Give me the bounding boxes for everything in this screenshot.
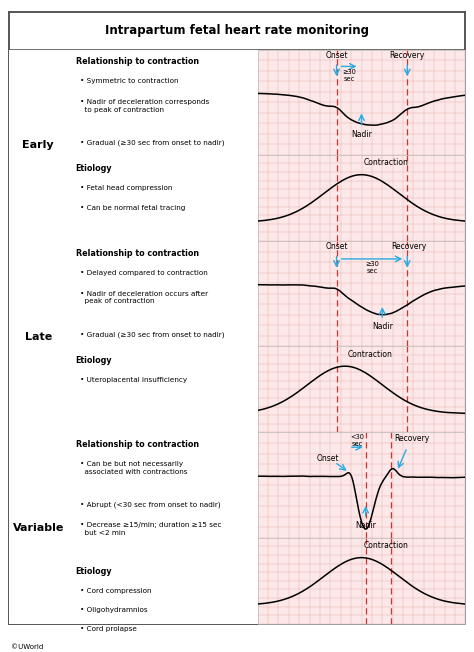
Text: • Uteroplacental insufficiency: • Uteroplacental insufficiency <box>80 377 187 383</box>
Text: <30
sec: <30 sec <box>350 434 365 447</box>
Text: ≥30
sec: ≥30 sec <box>342 68 356 82</box>
Text: Contraction: Contraction <box>364 541 409 550</box>
Text: Intrapartum fetal heart rate monitoring: Intrapartum fetal heart rate monitoring <box>105 24 369 37</box>
Text: • Delayed compared to contraction: • Delayed compared to contraction <box>80 270 208 276</box>
Text: Onset: Onset <box>317 454 339 462</box>
Text: Relationship to contraction: Relationship to contraction <box>75 57 199 67</box>
Text: • Gradual (≥30 sec from onset to nadir): • Gradual (≥30 sec from onset to nadir) <box>80 331 225 338</box>
Text: Etiology: Etiology <box>75 567 112 576</box>
Text: • Gradual (≥30 sec from onset to nadir): • Gradual (≥30 sec from onset to nadir) <box>80 140 225 146</box>
Text: ≥30
sec: ≥30 sec <box>365 261 379 274</box>
Text: Onset: Onset <box>325 242 348 251</box>
Text: • Nadir of deceleration corresponds
  to peak of contraction: • Nadir of deceleration corresponds to p… <box>80 99 210 113</box>
Text: ©UWorld: ©UWorld <box>11 644 43 650</box>
Text: Recovery: Recovery <box>390 51 425 59</box>
Text: Variable: Variable <box>12 523 64 533</box>
Text: Relationship to contraction: Relationship to contraction <box>75 248 199 258</box>
Text: Nadir: Nadir <box>355 521 376 530</box>
Text: Etiology: Etiology <box>75 356 112 365</box>
Text: Nadir: Nadir <box>372 322 393 331</box>
Text: Etiology: Etiology <box>75 164 112 173</box>
Text: Relationship to contraction: Relationship to contraction <box>75 440 199 449</box>
Text: Early: Early <box>22 140 54 151</box>
Text: Recovery: Recovery <box>392 242 427 251</box>
Text: • Cord compression: • Cord compression <box>80 587 152 593</box>
Text: • Decrease ≥15/min; duration ≥15 sec
  but <2 min: • Decrease ≥15/min; duration ≥15 sec but… <box>80 522 222 536</box>
Text: • Can be but not necessarily
  associated with contractions: • Can be but not necessarily associated … <box>80 461 188 475</box>
Text: Onset: Onset <box>325 51 348 59</box>
Text: • Oligohydramnios: • Oligohydramnios <box>80 607 148 613</box>
Text: Contraction: Contraction <box>347 349 392 359</box>
Text: • Symmetric to contraction: • Symmetric to contraction <box>80 78 179 84</box>
Text: Contraction: Contraction <box>364 158 409 168</box>
Text: • Nadir of deceleration occurs after
  peak of contraction: • Nadir of deceleration occurs after pea… <box>80 291 209 304</box>
Text: Early: Early <box>22 140 54 151</box>
Text: Late: Late <box>25 332 52 342</box>
Text: Variable: Variable <box>12 523 64 533</box>
Text: • Cord prolapse: • Cord prolapse <box>80 626 137 632</box>
Text: • Fetal head compression: • Fetal head compression <box>80 186 173 192</box>
Text: • Can be normal fetal tracing: • Can be normal fetal tracing <box>80 205 186 211</box>
Text: Nadir: Nadir <box>351 130 372 139</box>
Text: • Abrupt (<30 sec from onset to nadir): • Abrupt (<30 sec from onset to nadir) <box>80 501 221 508</box>
Text: Late: Late <box>25 332 52 342</box>
Text: Recovery: Recovery <box>394 434 429 443</box>
